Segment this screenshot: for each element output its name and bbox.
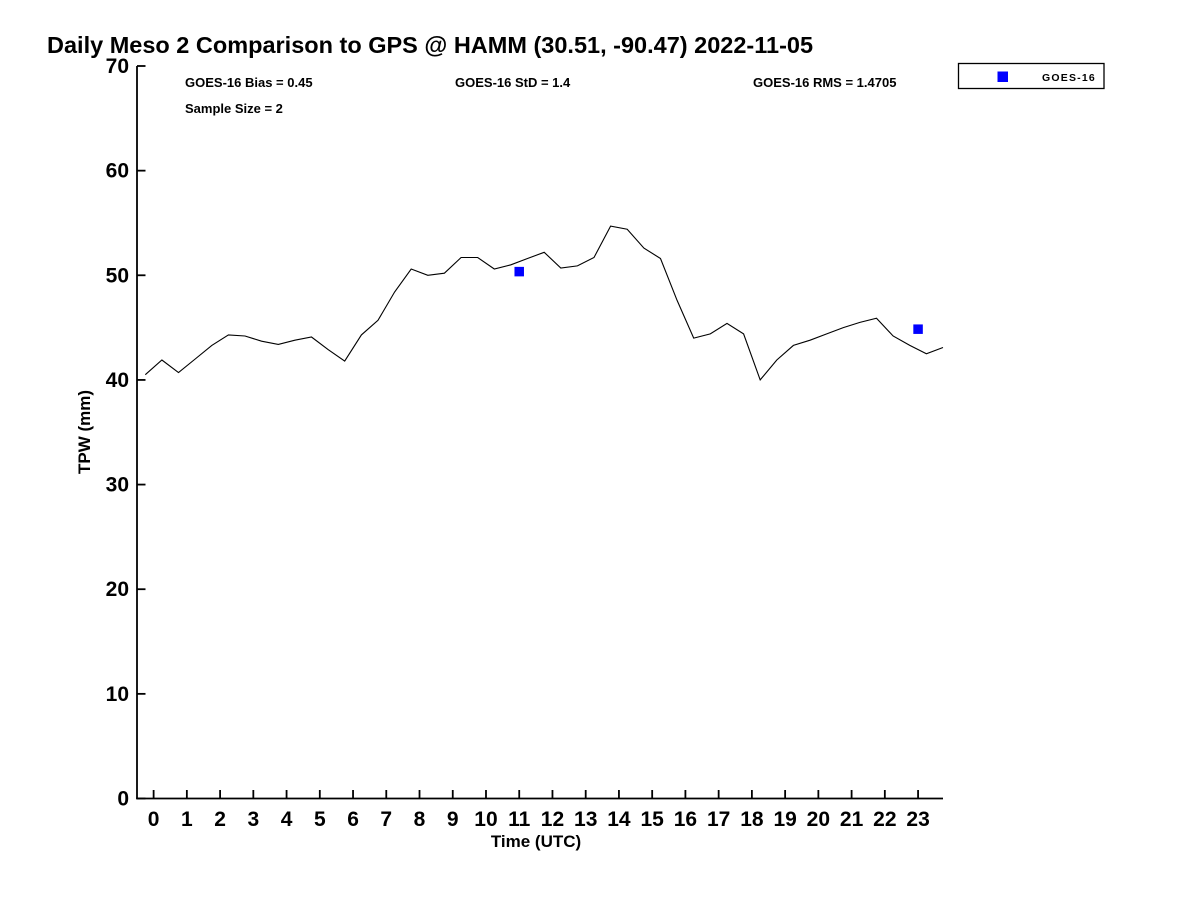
plot-series (144, 225, 944, 381)
x-tick-label: 22 (873, 808, 896, 831)
x-tick-label: 8 (414, 808, 426, 831)
y-tick-label: 50 (106, 264, 129, 287)
x-tick-label: 3 (247, 808, 259, 831)
y-tick-label: 70 (106, 55, 129, 78)
x-tick-label: 2 (214, 808, 226, 831)
legend-label-goes16: GOES-16 (1042, 72, 1096, 84)
stat-bias: GOES-16 Bias = 0.45 (185, 75, 313, 90)
stat-rms: GOES-16 RMS = 1.4705 (753, 75, 896, 90)
x-tick-label: 20 (807, 808, 830, 831)
chart-title: Daily Meso 2 Comparison to GPS @ HAMM (3… (47, 32, 813, 58)
x-tick-label: 12 (541, 808, 564, 831)
x-axis-ticks: 0 1 2 3 4 5 6 7 8 9 10 11 12 13 14 15 16 17 18 19 20 21 22 23 (148, 790, 930, 831)
x-tick-label: 13 (574, 808, 597, 831)
x-tick-label: 17 (707, 808, 730, 831)
x-tick-label: 16 (674, 808, 697, 831)
x-tick-label: 0 (148, 808, 160, 831)
goes16-marker (913, 324, 923, 334)
y-tick-label: 30 (106, 474, 129, 497)
x-tick-label: 1 (181, 808, 193, 831)
x-tick-label: 14 (607, 808, 631, 831)
x-tick-label: 11 (508, 808, 531, 831)
x-axis-label: Time (UTC) (491, 832, 581, 851)
gps-tpw-line (144, 225, 944, 381)
x-tick-label: 21 (840, 808, 864, 831)
x-tick-label: 19 (773, 808, 796, 831)
x-tick-label: 23 (906, 808, 929, 831)
legend-goes16-square-icon (997, 71, 1008, 82)
y-tick-label: 0 (117, 788, 129, 811)
y-axis-label: TPW (mm) (75, 390, 94, 474)
x-tick-label: 18 (740, 808, 764, 831)
x-tick-label: 5 (314, 808, 326, 831)
legend-box (957, 62, 1105, 90)
stat-std: GOES-16 StD = 1.4 (455, 75, 571, 90)
x-tick-label: 7 (380, 808, 392, 831)
y-tick-label: 10 (106, 683, 129, 706)
y-tick-label: 40 (106, 369, 129, 392)
x-tick-label: 9 (447, 808, 459, 831)
x-tick-label: 6 (347, 808, 359, 831)
x-tick-label: 4 (281, 808, 293, 831)
y-axis-ticks: 0 10 20 30 40 50 60 70 (106, 55, 146, 811)
goes16-marker (514, 266, 524, 277)
y-tick-label: 60 (106, 160, 129, 183)
x-tick-label: 15 (640, 808, 664, 831)
y-tick-label: 20 (106, 578, 129, 601)
x-tick-label: 10 (474, 808, 497, 831)
legend: GOES-16 (957, 62, 1105, 90)
stat-sample-size: Sample Size = 2 (185, 101, 283, 116)
